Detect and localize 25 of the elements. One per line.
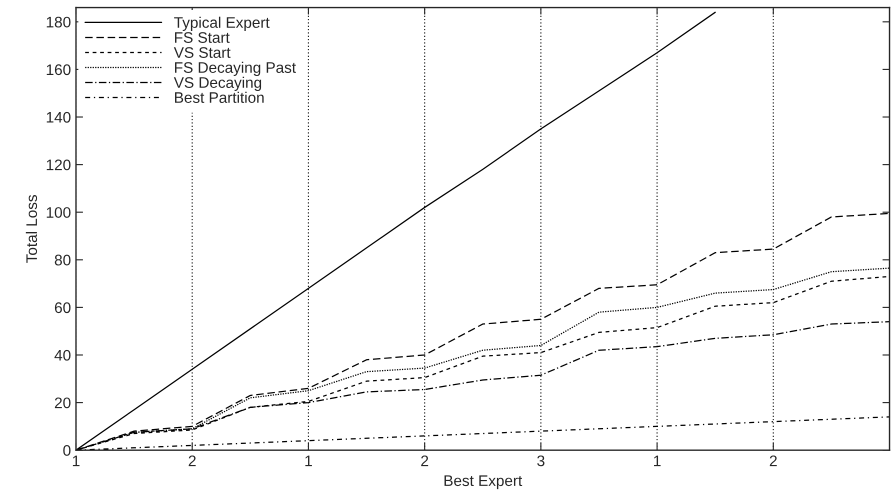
y-tick-label: 140 <box>46 112 71 123</box>
y-tick-label: 180 <box>46 16 71 28</box>
legend-label: VS Start <box>174 47 231 58</box>
y-tick-label: 100 <box>46 207 71 218</box>
legend-label: FS Start <box>175 32 230 43</box>
x-tick-label: 3 <box>537 455 544 466</box>
y-tick-label: 40 <box>54 350 71 361</box>
legend-label: VS Decaying <box>174 76 262 91</box>
y-tick-label: 120 <box>46 159 71 170</box>
y-tick-label: 80 <box>54 254 71 266</box>
x-tick-label: 2 <box>188 455 196 466</box>
y-tick-label: 20 <box>54 397 71 408</box>
x-tick-label: 1 <box>72 456 80 466</box>
x-tick-label: 1 <box>654 456 661 466</box>
legend-label: Best Partition <box>175 92 264 103</box>
x-tick-label: 2 <box>770 455 777 466</box>
y-tick-label: 160 <box>46 64 71 76</box>
y-axis-title: Total Loss <box>26 195 38 263</box>
y-tick-label: 0 <box>63 445 71 456</box>
legend-label: FS Decaying Past <box>175 62 296 76</box>
legend-label: Typical Expert <box>174 16 270 31</box>
x-tick-label: 1 <box>305 456 312 466</box>
x-axis-title: Best Expert <box>444 475 522 490</box>
x-tick-label: 2 <box>421 455 428 466</box>
y-tick-label: 60 <box>54 302 71 314</box>
